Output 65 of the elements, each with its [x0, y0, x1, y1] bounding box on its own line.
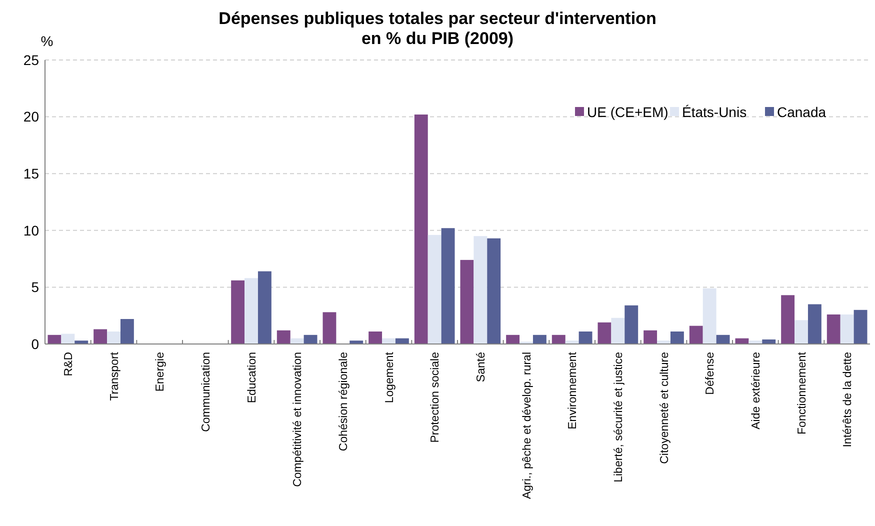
bar — [244, 278, 258, 344]
bar — [702, 288, 716, 344]
bar — [474, 236, 488, 344]
bar — [552, 334, 566, 344]
y-tick-label: 10 — [23, 222, 40, 238]
x-tick-label: Aide extérieure — [750, 352, 762, 430]
y-tick-label: 0 — [31, 336, 40, 352]
bar — [578, 332, 592, 344]
y-tick-label: 20 — [23, 108, 40, 125]
bar — [670, 332, 684, 344]
bar — [826, 314, 840, 344]
bar — [644, 330, 658, 344]
x-tick-label: Education — [246, 352, 258, 404]
bar — [854, 310, 868, 344]
bar — [460, 260, 474, 344]
bar — [231, 280, 245, 344]
bar — [840, 314, 854, 344]
legend-label: États-Unis — [682, 104, 747, 120]
x-tick-label: Communication — [200, 352, 212, 432]
bar — [441, 228, 455, 344]
x-tick-label: Cohésion régionale — [338, 352, 350, 452]
x-tick-label: Défense — [704, 352, 717, 395]
bar — [611, 318, 625, 344]
legend-label: Canada — [777, 104, 826, 120]
x-tick-label: Citoyenneté et culture — [658, 352, 671, 464]
bar — [808, 304, 822, 344]
bar — [368, 332, 382, 344]
x-tick-label: Liberté, sécurité et justice — [612, 352, 625, 482]
bar — [781, 295, 795, 344]
x-tick-label: Compétitivité et innovation — [292, 352, 304, 487]
x-tick-label: Santé — [475, 352, 488, 382]
x-tick-label: Logement — [384, 351, 396, 404]
bar — [794, 320, 808, 344]
bar — [428, 234, 442, 344]
bar — [716, 334, 730, 344]
bar — [414, 114, 428, 344]
bar — [322, 312, 336, 344]
x-tick-label: Intérêts de la dette — [842, 352, 854, 448]
bar — [487, 238, 501, 344]
x-tick-label: Fonctionnement — [796, 351, 808, 434]
bar — [532, 334, 546, 344]
bar — [276, 330, 290, 344]
x-tick-label: R&D — [62, 352, 75, 376]
y-axis-title: % — [40, 33, 54, 49]
chart-title: Dépenses publiques totales par secteur d'intervention en % du PIB (2009) — [218, 9, 656, 48]
x-tick-label: Transport — [108, 351, 121, 401]
bar — [304, 334, 318, 344]
bar — [598, 322, 612, 344]
bar — [506, 334, 520, 344]
bar — [120, 319, 134, 344]
x-tick-label: Protection sociale — [430, 352, 442, 443]
legend-label: UE (CE+EM) — [587, 104, 668, 120]
x-tick-label: Energie — [154, 352, 167, 392]
bar — [48, 334, 62, 344]
bar — [61, 334, 75, 344]
bar — [258, 271, 272, 344]
x-tick-label: Agri., pêche et dévelop. rural — [521, 352, 534, 500]
y-tick-label: 25 — [23, 52, 40, 68]
y-tick-label: 5 — [31, 279, 40, 296]
y-tick-label: 15 — [23, 166, 40, 182]
x-tick-label: Environnement — [567, 351, 580, 430]
bar — [107, 332, 120, 344]
bar — [94, 329, 108, 344]
bar — [624, 305, 638, 344]
bar — [689, 326, 703, 344]
